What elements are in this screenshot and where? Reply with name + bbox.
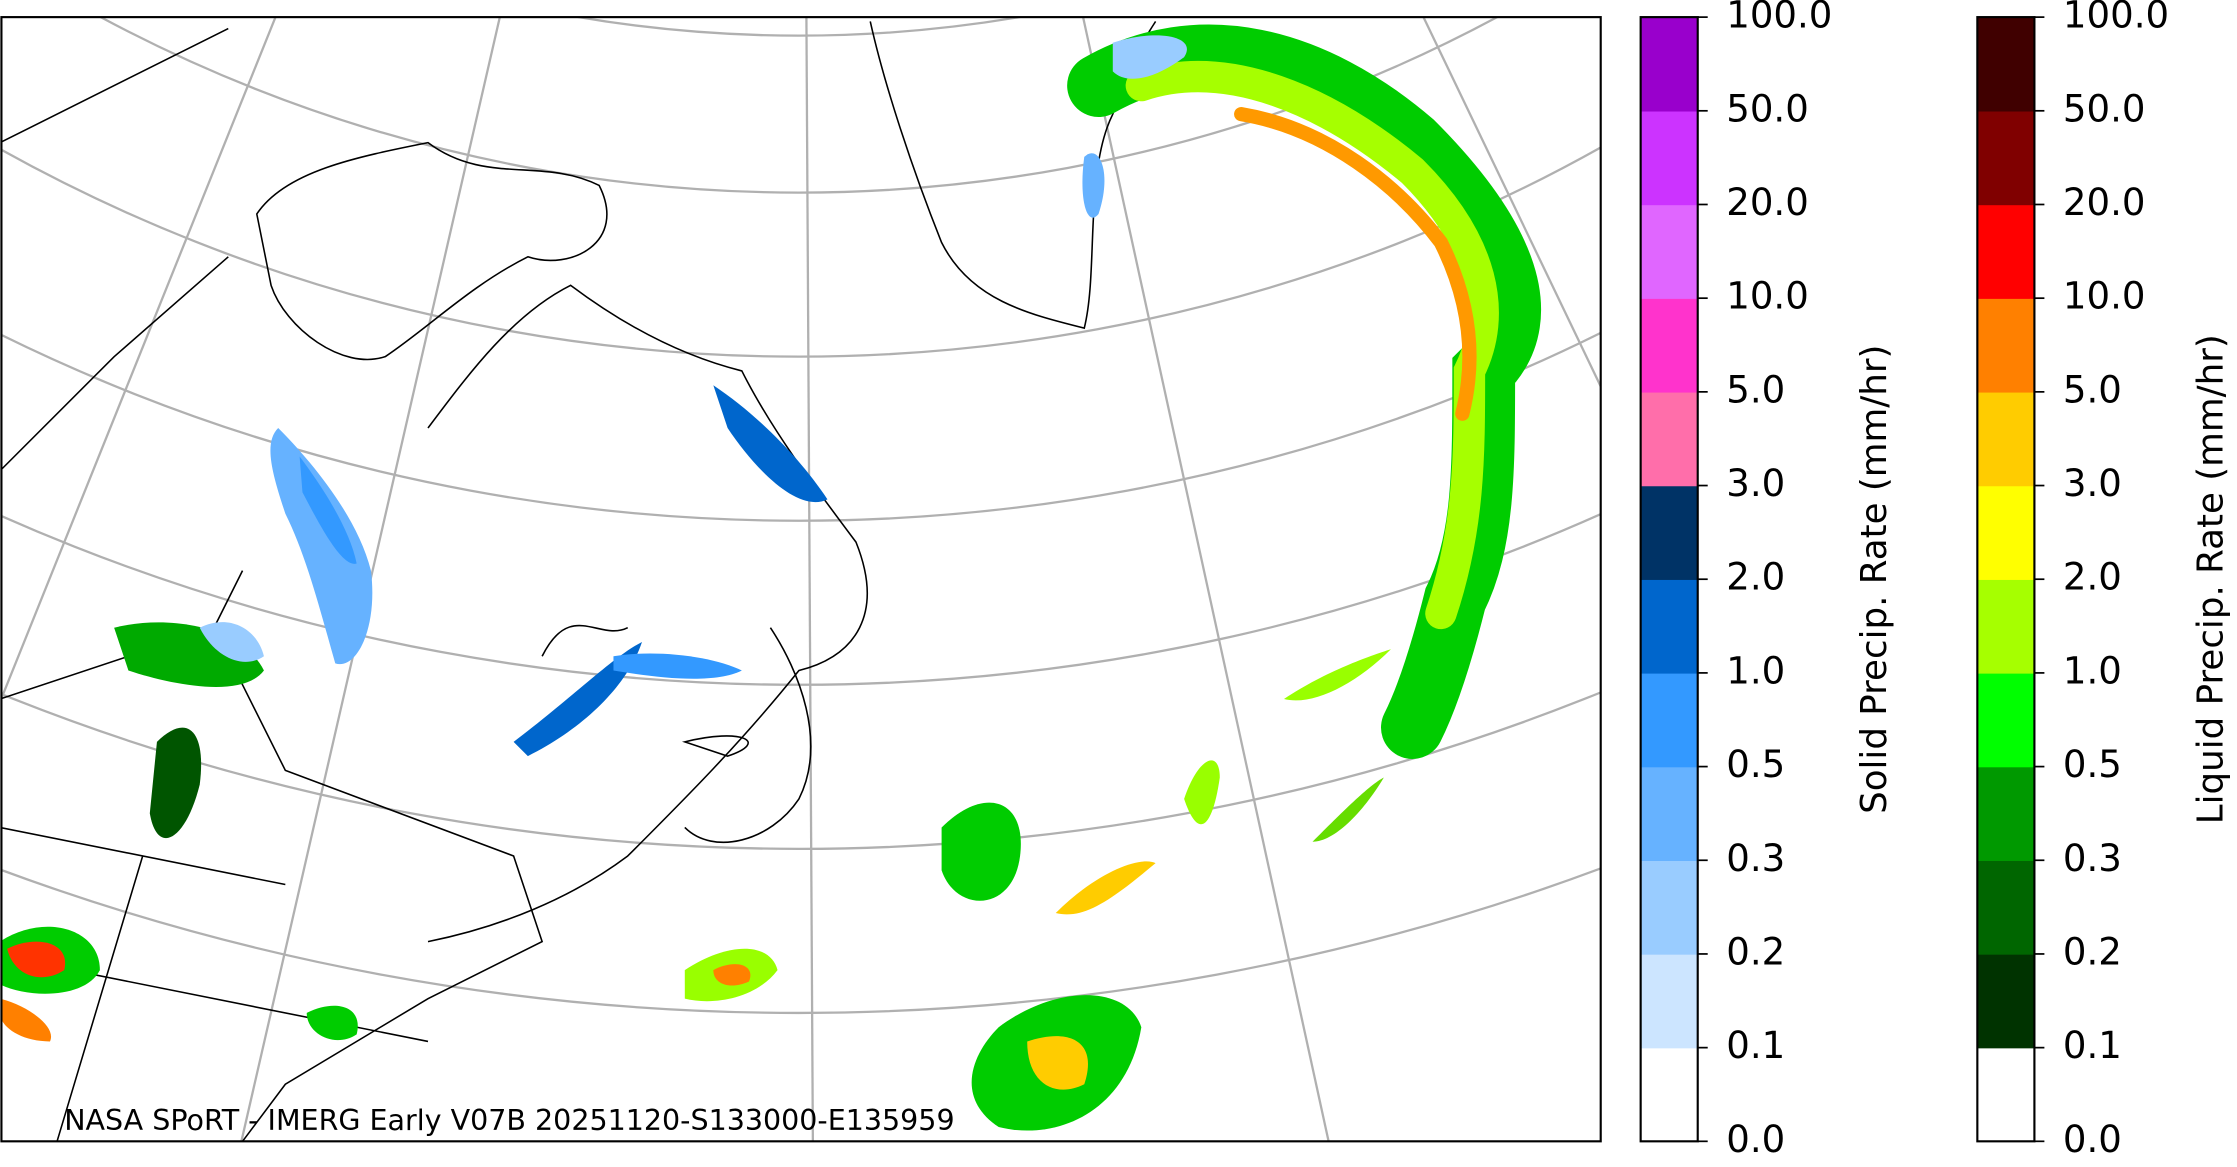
colorbar-tick-label: 3.0 xyxy=(1726,462,1785,505)
colorbar-segment xyxy=(1977,672,2035,768)
colorbar-tick-label: 2.0 xyxy=(2063,556,2122,599)
solid-precipitation xyxy=(199,35,1187,757)
colorbar-segment xyxy=(1640,110,1698,206)
colorbar-tick-label: 50.0 xyxy=(2063,87,2146,130)
colorbar-segment xyxy=(1640,1047,1698,1143)
colorbar-tick-label: 0.0 xyxy=(1726,1118,1785,1161)
map-frame xyxy=(0,16,1602,1143)
colorbar-segment xyxy=(1977,391,2035,487)
colorbar-tick-label: 0.1 xyxy=(2063,1024,2122,1067)
colorbar-tick-label: 0.2 xyxy=(2063,930,2122,973)
colorbar-tick-label: 10.0 xyxy=(2063,275,2146,318)
colorbar-segment xyxy=(1977,110,2035,206)
colorbar-segment xyxy=(1977,766,2035,861)
colorbar-label: Liquid Precip. Rate (mm/hr) xyxy=(2191,334,2232,824)
colorbar: 0.0 0.1 0.2 0.3 0.5 1.0 2.0 3.0 5.0 10.0 20.0 50.0 1… xyxy=(1639,0,1895,1161)
colorbar-tick-label: 2.0 xyxy=(1726,556,1785,599)
colorbar-tick-label: 20.0 xyxy=(1726,181,1809,224)
colorbar-tick-label: 5.0 xyxy=(1726,368,1785,411)
colorbar-tick-label: 0.0 xyxy=(2063,1118,2122,1161)
colorbar-segment xyxy=(1640,579,1698,674)
colorbar-label: Solid Precip. Rate (mm/hr) xyxy=(1854,345,1895,814)
colorbar-tick-label: 5.0 xyxy=(2063,368,2122,411)
colorbar-tick-label: 3.0 xyxy=(2063,462,2122,505)
colorbar-segment xyxy=(1640,672,1698,768)
colorbar-segment xyxy=(1977,204,2035,299)
colorbar-segment xyxy=(1977,1047,2035,1143)
colorbar-segment xyxy=(1640,391,1698,487)
colorbar-tick-label: 0.3 xyxy=(2063,837,2122,880)
colorbar-segment xyxy=(1977,860,2035,955)
colorbars: 0.0 0.1 0.2 0.3 0.5 1.0 2.0 3.0 5.0 10.0 20.0 50.0 1… xyxy=(1639,0,2232,1161)
colorbar-segment xyxy=(1977,298,2035,393)
colorbar-tick-label: 0.2 xyxy=(1726,930,1785,973)
colorbar-tick-label: 10.0 xyxy=(1726,275,1809,318)
colorbar-tick-label: 100.0 xyxy=(2063,0,2169,37)
colorbar-tick-label: 0.5 xyxy=(1726,743,1785,786)
colorbar-segment xyxy=(1640,298,1698,393)
colorbar-tick-label: 50.0 xyxy=(1726,87,1809,130)
colorbar-segment xyxy=(1640,17,1698,112)
colorbar-segment xyxy=(1640,766,1698,861)
colorbar-tick-label: 1.0 xyxy=(2063,649,2122,692)
colorbar-tick-label: 20.0 xyxy=(2063,181,2146,224)
colorbar-segment xyxy=(1640,860,1698,955)
colorbar-segment xyxy=(1977,953,2035,1049)
coastlines xyxy=(1,20,1157,1142)
colorbar-segment xyxy=(1977,579,2035,674)
colorbar-tick-label: 0.1 xyxy=(1726,1024,1785,1067)
colorbar-tick-label: 100.0 xyxy=(1726,0,1832,37)
colorbar-segment xyxy=(1640,485,1698,580)
colorbar-tick-label: 0.5 xyxy=(2063,743,2122,786)
colorbar-tick-label: 1.0 xyxy=(1726,649,1785,692)
colorbar-segment xyxy=(1977,485,2035,580)
colorbar: 0.0 0.1 0.2 0.3 0.5 1.0 2.0 3.0 5.0 10.0 20.0 50.0 1… xyxy=(1976,0,2232,1161)
colorbar-segment xyxy=(1977,17,2035,112)
liquid-precipitation xyxy=(1,24,1541,1131)
colorbar-segment xyxy=(1640,953,1698,1049)
colorbar-segment xyxy=(1640,204,1698,299)
colorbar-tick-label: 0.3 xyxy=(1726,837,1785,880)
credit: NASA SPoRT - IMERG Early V07B 20251120-S… xyxy=(64,1104,954,1137)
